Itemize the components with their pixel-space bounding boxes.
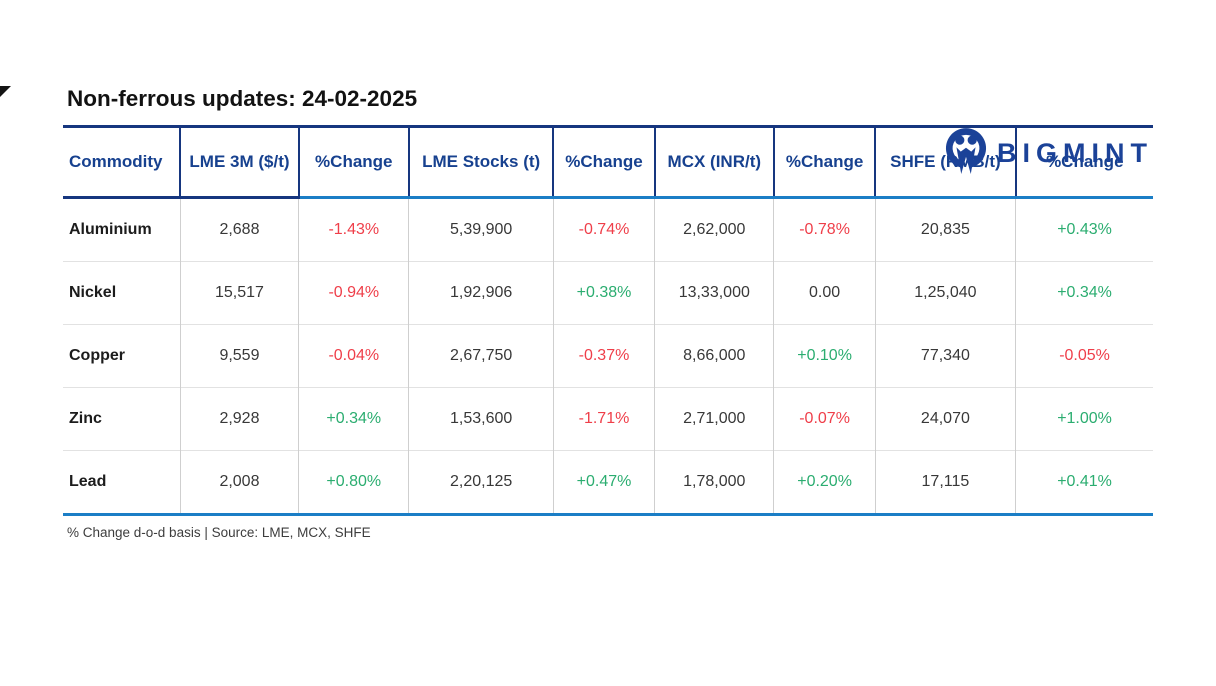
table-row: Lead 2,008 +0.80% 2,20,125 +0.47% 1,78,000 +0.… — [63, 450, 1153, 516]
value-cell: 2,008 — [179, 450, 299, 516]
change-cell: -0.37% — [552, 324, 655, 388]
bigmint-logo-icon — [945, 128, 987, 178]
column-header: LME 3M ($/t) — [179, 126, 299, 199]
value-cell: 20,835 — [874, 197, 1016, 262]
change-cell: +0.80% — [298, 450, 409, 516]
change-cell: -0.07% — [773, 387, 876, 451]
change-cell: -1.71% — [552, 387, 655, 451]
column-header: LME Stocks (t) — [407, 126, 554, 199]
value-cell: 9,559 — [179, 324, 299, 388]
column-header: MCX (INR/t) — [653, 126, 774, 199]
table-header-row: Commodity LME 3M ($/t) %Change LME Stocks (… — [63, 126, 1153, 199]
table-row: Aluminium 2,688 -1.43% 5,39,900 -0.74% 2,62,0… — [63, 197, 1153, 262]
change-cell: -0.05% — [1015, 324, 1153, 388]
commodity-cell: Aluminium — [69, 221, 152, 238]
column-header: %Change — [772, 126, 876, 199]
change-cell: +0.41% — [1015, 450, 1153, 516]
change-cell: +0.20% — [773, 450, 876, 516]
value-cell: 2,62,000 — [654, 197, 774, 262]
change-cell: +0.38% — [552, 261, 655, 325]
value-cell: 1,25,040 — [874, 261, 1016, 325]
change-cell: -0.74% — [552, 197, 655, 262]
change-cell: +0.34% — [298, 387, 409, 451]
value-cell: 2,67,750 — [408, 324, 554, 388]
commodity-cell: Copper — [63, 324, 181, 388]
table-row: Zinc 2,928 +0.34% 1,53,600 -1.71% 2,71,000 -0.… — [63, 387, 1153, 451]
change-cell: 0.00 — [773, 261, 876, 325]
brand-name: BIGMINT — [997, 137, 1153, 168]
commodity-table: Commodity LME 3M ($/t) %Change LME Stocks (… — [63, 125, 1153, 516]
column-header: %Change — [297, 126, 409, 199]
change-cell: +0.34% — [1015, 261, 1153, 325]
value-cell: 13,33,000 — [654, 261, 774, 325]
brand-logo: BIGMINT — [945, 128, 1153, 178]
page-title: Non-ferrous updates: 24-02-2025 — [67, 86, 418, 111]
commodity-cell: Nickel — [63, 261, 181, 325]
report-card: BIGMINT Non-ferrous updates: 24-02-2025 … — [63, 86, 1153, 540]
value-cell: 2,928 — [179, 387, 299, 451]
column-header: %Change — [1014, 126, 1153, 199]
table-row: Copper 9,559 -0.04% 2,67,750 -0.37% 8,66,000 +… — [63, 324, 1153, 388]
value-cell: 24,070 — [874, 387, 1016, 451]
column-header: SHFE (RMB/t) — [874, 126, 1016, 199]
table-row: Nickel 15,517 -0.94% 1,92,906 +0.38% 13,33,00… — [63, 261, 1153, 325]
value-cell: 1,53,600 — [408, 387, 554, 451]
value-cell: 8,66,000 — [654, 324, 774, 388]
change-cell: +0.43% — [1015, 197, 1153, 262]
change-cell: -0.04% — [298, 324, 409, 388]
change-cell: -0.78% — [773, 197, 876, 262]
value-cell: 2,71,000 — [654, 387, 774, 451]
value-cell: 2,20,125 — [408, 450, 554, 516]
value-cell: 1,78,000 — [654, 450, 774, 516]
footnote: % Change d-o-d basis | Source: LME, MCX,… — [67, 525, 371, 540]
change-cell: +0.10% — [773, 324, 876, 388]
column-header: Commodity — [63, 126, 181, 199]
commodity-cell: Lead — [63, 450, 181, 516]
value-cell: 5,39,900 — [408, 197, 554, 262]
value-cell: 2,688 — [179, 197, 299, 262]
column-header: %Change — [552, 126, 655, 199]
change-cell: +1.00% — [1015, 387, 1153, 451]
commodity-cell: Zinc — [63, 387, 181, 451]
table-header: Commodity LME 3M ($/t) %Change LME Stocks (… — [63, 126, 1153, 199]
change-cell: +0.47% — [552, 450, 655, 516]
value-cell: 77,340 — [874, 324, 1016, 388]
change-cell: -0.94% — [298, 261, 409, 325]
corner-artifact — [0, 86, 11, 97]
table-body: Aluminium 2,688 -1.43% 5,39,900 -0.74% 2,62,0… — [63, 197, 1153, 516]
value-cell: 15,517 — [179, 261, 299, 325]
change-cell: -1.43% — [298, 197, 409, 262]
value-cell: 17,115 — [874, 450, 1016, 516]
value-cell: 1,92,906 — [408, 261, 554, 325]
